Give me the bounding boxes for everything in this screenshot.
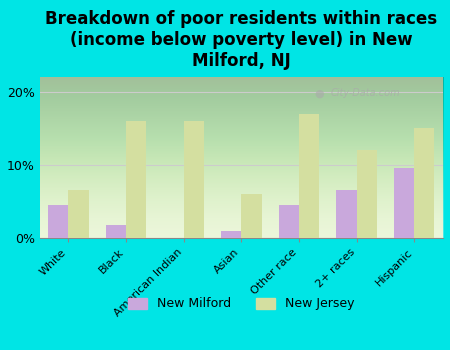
Bar: [241, 194, 261, 238]
Text: ●: ●: [314, 88, 324, 98]
Bar: [68, 190, 89, 238]
Bar: [126, 121, 146, 238]
Bar: [184, 121, 204, 238]
Bar: [279, 205, 299, 238]
Title: Breakdown of poor residents within races
(income below poverty level) in New
Mil: Breakdown of poor residents within races…: [45, 10, 437, 70]
Bar: [356, 150, 377, 238]
Bar: [106, 225, 126, 238]
Text: City-Data.com: City-Data.com: [330, 88, 400, 98]
Bar: [221, 231, 241, 238]
Bar: [48, 205, 68, 238]
Bar: [299, 114, 319, 238]
Bar: [414, 128, 434, 238]
Bar: [337, 190, 356, 238]
Bar: [394, 168, 414, 238]
Legend: New Milford, New Jersey: New Milford, New Jersey: [123, 293, 360, 315]
